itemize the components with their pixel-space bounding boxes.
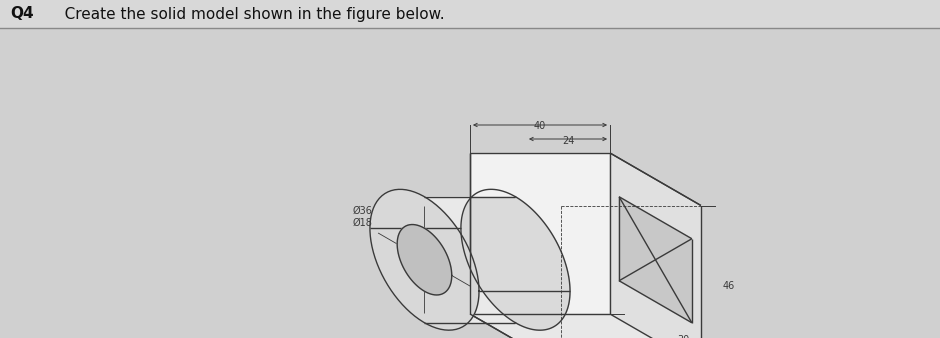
Polygon shape bbox=[370, 189, 479, 330]
Polygon shape bbox=[470, 153, 610, 314]
Text: 30: 30 bbox=[678, 335, 690, 338]
Text: 46: 46 bbox=[723, 281, 735, 291]
Polygon shape bbox=[470, 314, 701, 338]
Text: 24: 24 bbox=[562, 136, 574, 146]
Polygon shape bbox=[398, 224, 452, 295]
Text: Ø18: Ø18 bbox=[352, 218, 372, 228]
Text: Q4: Q4 bbox=[10, 6, 34, 22]
Polygon shape bbox=[610, 153, 701, 338]
Polygon shape bbox=[370, 189, 515, 323]
Text: Create the solid model shown in the figure below.: Create the solid model shown in the figu… bbox=[50, 6, 445, 22]
Polygon shape bbox=[425, 197, 570, 330]
Polygon shape bbox=[619, 197, 692, 323]
FancyBboxPatch shape bbox=[0, 0, 940, 28]
Text: 40: 40 bbox=[534, 121, 546, 131]
Text: Ø36: Ø36 bbox=[352, 206, 372, 216]
